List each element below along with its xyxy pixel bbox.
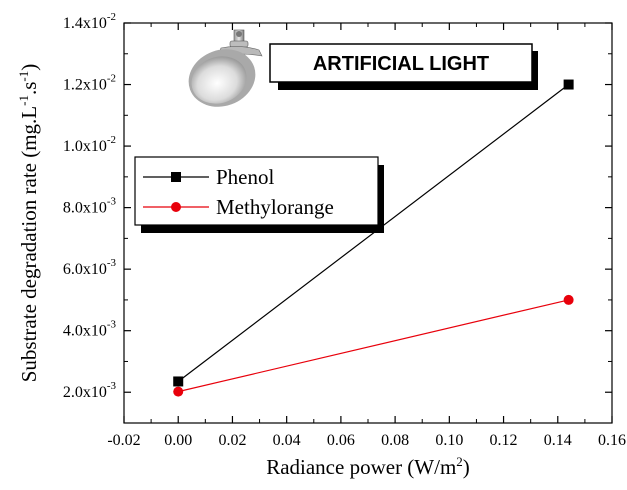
x-tick-label: -0.02 <box>107 432 140 449</box>
data-point-phenol <box>173 376 184 387</box>
x-tick-label: 0.04 <box>273 432 301 449</box>
data-point-methylorange <box>173 386 184 397</box>
y-axis-ticks: 2.0x10-3 4.0x10-3 6.0x10-3 8.0x10-3 1.0x10-2… <box>63 11 612 424</box>
y-axis-title: Substrate degradation rate (mg.L-1.s-1) <box>16 64 41 383</box>
y-tick-label: 4.0x10-3 <box>63 319 117 340</box>
x-tick-label: 0.06 <box>327 432 355 449</box>
data-point-phenol <box>563 79 574 90</box>
x-tick-label: 0.10 <box>435 432 463 449</box>
x-tick-label: 0.00 <box>164 432 192 449</box>
x-tick-label: 0.08 <box>381 432 409 449</box>
x-tick-label: 0.02 <box>218 432 246 449</box>
legend: Phenol Methylorange <box>134 156 384 233</box>
y-tick-label: 1.2x10-2 <box>63 73 116 94</box>
y-tick-label: 6.0x10-3 <box>63 257 117 278</box>
y-tick-label: 1.0x10-2 <box>63 134 116 155</box>
series-line-methylorange <box>178 299 569 393</box>
x-tick-label: 0.14 <box>544 432 572 449</box>
x-axis-ticks: -0.02 0.00 0.02 0.04 0.06 0.08 0.10 0.12 0.14 0.1… <box>107 23 626 449</box>
lamp-icon <box>188 29 263 107</box>
y-tick-label: 1.4x10-2 <box>63 11 116 32</box>
series-layer <box>173 79 574 397</box>
data-point-methylorange <box>563 294 574 305</box>
y-tick-label: 8.0x10-3 <box>63 196 117 217</box>
legend-label-phenol: Phenol <box>216 165 275 189</box>
banner: ARTIFICIAL LIGHT <box>269 43 538 90</box>
legend-label-methylorange: Methylorange <box>216 195 334 219</box>
x-tick-label: 0.12 <box>490 432 518 449</box>
x-tick-label: 0.16 <box>598 432 626 449</box>
legend-marker-methylorange <box>171 202 181 212</box>
y-tick-label: 2.0x10-3 <box>63 380 117 401</box>
legend-marker-phenol <box>171 172 181 182</box>
x-axis-title: Radiance power (W/m2) <box>266 454 470 479</box>
banner-text: ARTIFICIAL LIGHT <box>313 53 489 75</box>
